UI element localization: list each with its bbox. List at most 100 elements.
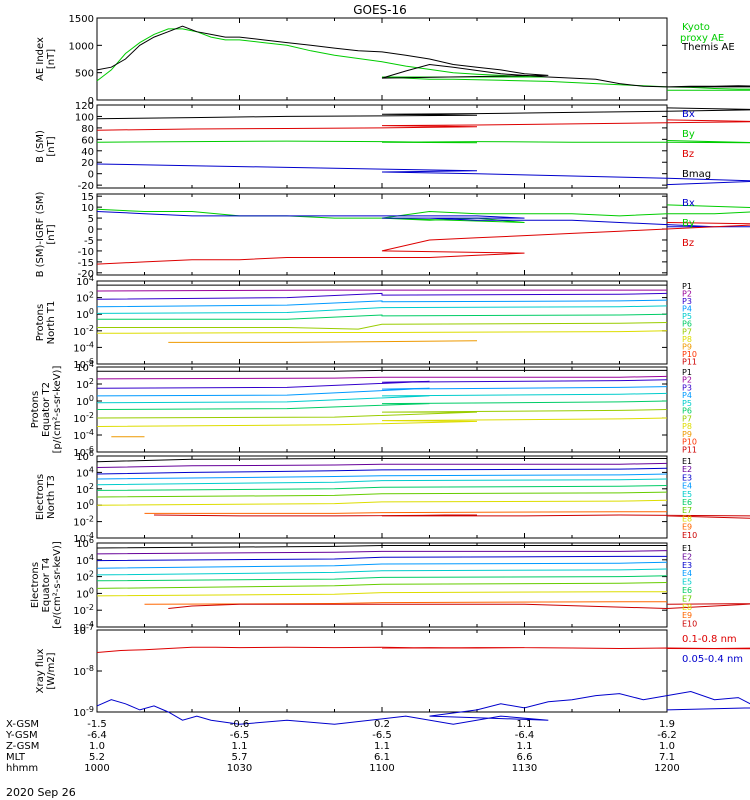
legend-e9: E9 [682, 523, 692, 532]
series-p7 [96, 409, 668, 419]
legend-by: By [682, 129, 695, 140]
y-tick-label: 10 [81, 203, 94, 214]
orbit-row-label: Z-GSM [6, 741, 39, 752]
legend-e7: E7 [682, 594, 692, 603]
legend-p10: P10 [682, 350, 697, 359]
legend-e1: E1 [682, 544, 692, 553]
series-p6 [96, 400, 668, 410]
legend-e6: E6 [682, 586, 692, 595]
orbit-value: 5.7 [232, 752, 248, 763]
y-axis-label: ProtonsEquator T2[p/(cm²-s-sr-keV)] [30, 366, 63, 454]
series-by [96, 204, 750, 223]
plot-frame [96, 542, 668, 628]
y-tick-label: 100 [76, 394, 94, 408]
y-tick-label: 15 [81, 192, 94, 203]
legend-p6: P6 [682, 320, 692, 329]
series-e10 [168, 603, 750, 610]
y-axis-label: AE Index[nT] [35, 37, 57, 81]
y-tick-label: 10-9 [73, 705, 94, 719]
y-axis-label: Xray flux[W/m2] [35, 649, 57, 694]
legend-p7: P7 [682, 414, 692, 423]
legend-p4: P4 [682, 305, 692, 314]
series-bz [96, 119, 750, 131]
series-p8 [96, 417, 668, 427]
series-by [96, 140, 750, 144]
legend-p8: P8 [682, 422, 692, 431]
orbit-value: 1200 [654, 763, 679, 774]
legend-p5: P5 [682, 399, 692, 408]
series-e2 [96, 550, 668, 555]
plot-frame [96, 455, 668, 539]
orbit-value: 1.1 [517, 741, 533, 752]
series-e10 [153, 514, 750, 519]
orbit-value: 1.9 [659, 719, 675, 730]
series-e4 [96, 561, 668, 569]
y-tick-label: 102 [76, 570, 94, 584]
series-0-05-0-4-nm [96, 690, 750, 725]
legend-e9: E9 [682, 611, 692, 620]
y-tick-label: 10-2 [73, 324, 94, 338]
y-tick-label: 104 [76, 465, 94, 479]
series-e1 [96, 458, 667, 463]
series-bz [96, 222, 750, 265]
y-tick-label: 10-8 [73, 664, 94, 678]
legend-themis-ae: Themis AE [681, 42, 735, 53]
series-e8 [96, 499, 668, 506]
legend-p6: P6 [682, 407, 692, 416]
legend-bx: Bx [682, 109, 695, 120]
plot-frame [96, 17, 668, 101]
y-tick-label: -20 [78, 181, 94, 192]
series-e6 [96, 575, 668, 582]
y-tick-label: 120 [75, 101, 94, 112]
legend-p5: P5 [682, 312, 692, 321]
legend-e4: E4 [682, 569, 692, 578]
series-p3 [96, 379, 668, 389]
orbit-value: -1.5 [87, 719, 107, 730]
legend-e5: E5 [682, 490, 692, 499]
plot-frame [96, 193, 668, 276]
date-label: 2020 Sep 26 [6, 786, 76, 799]
panel-8: 10-7 10-8 10-9 Xray flux[W/m2] 0.1-0.8 nm 0.0… [35, 623, 750, 725]
plot-frame [96, 629, 668, 713]
series-e3 [96, 467, 668, 475]
legend-p7: P7 [682, 327, 692, 336]
y-tick-label: 104 [76, 360, 94, 374]
orbit-value: 1.1 [374, 741, 390, 752]
y-tick-label: 5 [88, 214, 94, 225]
orbit-row-label: X-GSM [6, 719, 39, 730]
orbit-value: 1.0 [89, 741, 105, 752]
y-tick-label: 102 [76, 377, 94, 391]
y-axis-label: ElectronsEquator T4[e/(cm²-s-sr-keV)] [30, 541, 63, 629]
series-p3 [96, 292, 668, 300]
series-bx [96, 163, 750, 186]
y-tick-label: 10-2 [73, 411, 94, 425]
legend-0-05-0-4-nm: 0.05-0.4 nm [682, 654, 743, 665]
legend-bz: Bz [682, 238, 694, 249]
y-tick-label: 102 [76, 482, 94, 496]
orbit-value: 6.6 [517, 752, 533, 763]
series-p4 [96, 299, 668, 308]
legend-p9: P9 [682, 430, 692, 439]
orbit-value: -6.5 [230, 730, 250, 741]
series-e5 [96, 568, 668, 576]
y-tick-label: 0 [88, 170, 94, 181]
series-e2 [96, 462, 668, 468]
y-tick-label: 10-4 [73, 340, 94, 354]
series-bmag [96, 107, 750, 120]
legend-e2: E2 [682, 465, 692, 474]
y-axis-label: ElectronsNorth T3 [35, 474, 57, 520]
orbit-value: 1030 [227, 763, 252, 774]
orbit-table: X-GSMY-GSMZ-GSMMLThhmm-1.5-6.41.05.21000… [5, 719, 680, 774]
series-0-1-0-8-nm [96, 646, 750, 653]
series-p2 [96, 289, 667, 292]
legend-p3: P3 [682, 297, 692, 306]
orbit-value: 1100 [369, 763, 394, 774]
legend-p9: P9 [682, 342, 692, 351]
